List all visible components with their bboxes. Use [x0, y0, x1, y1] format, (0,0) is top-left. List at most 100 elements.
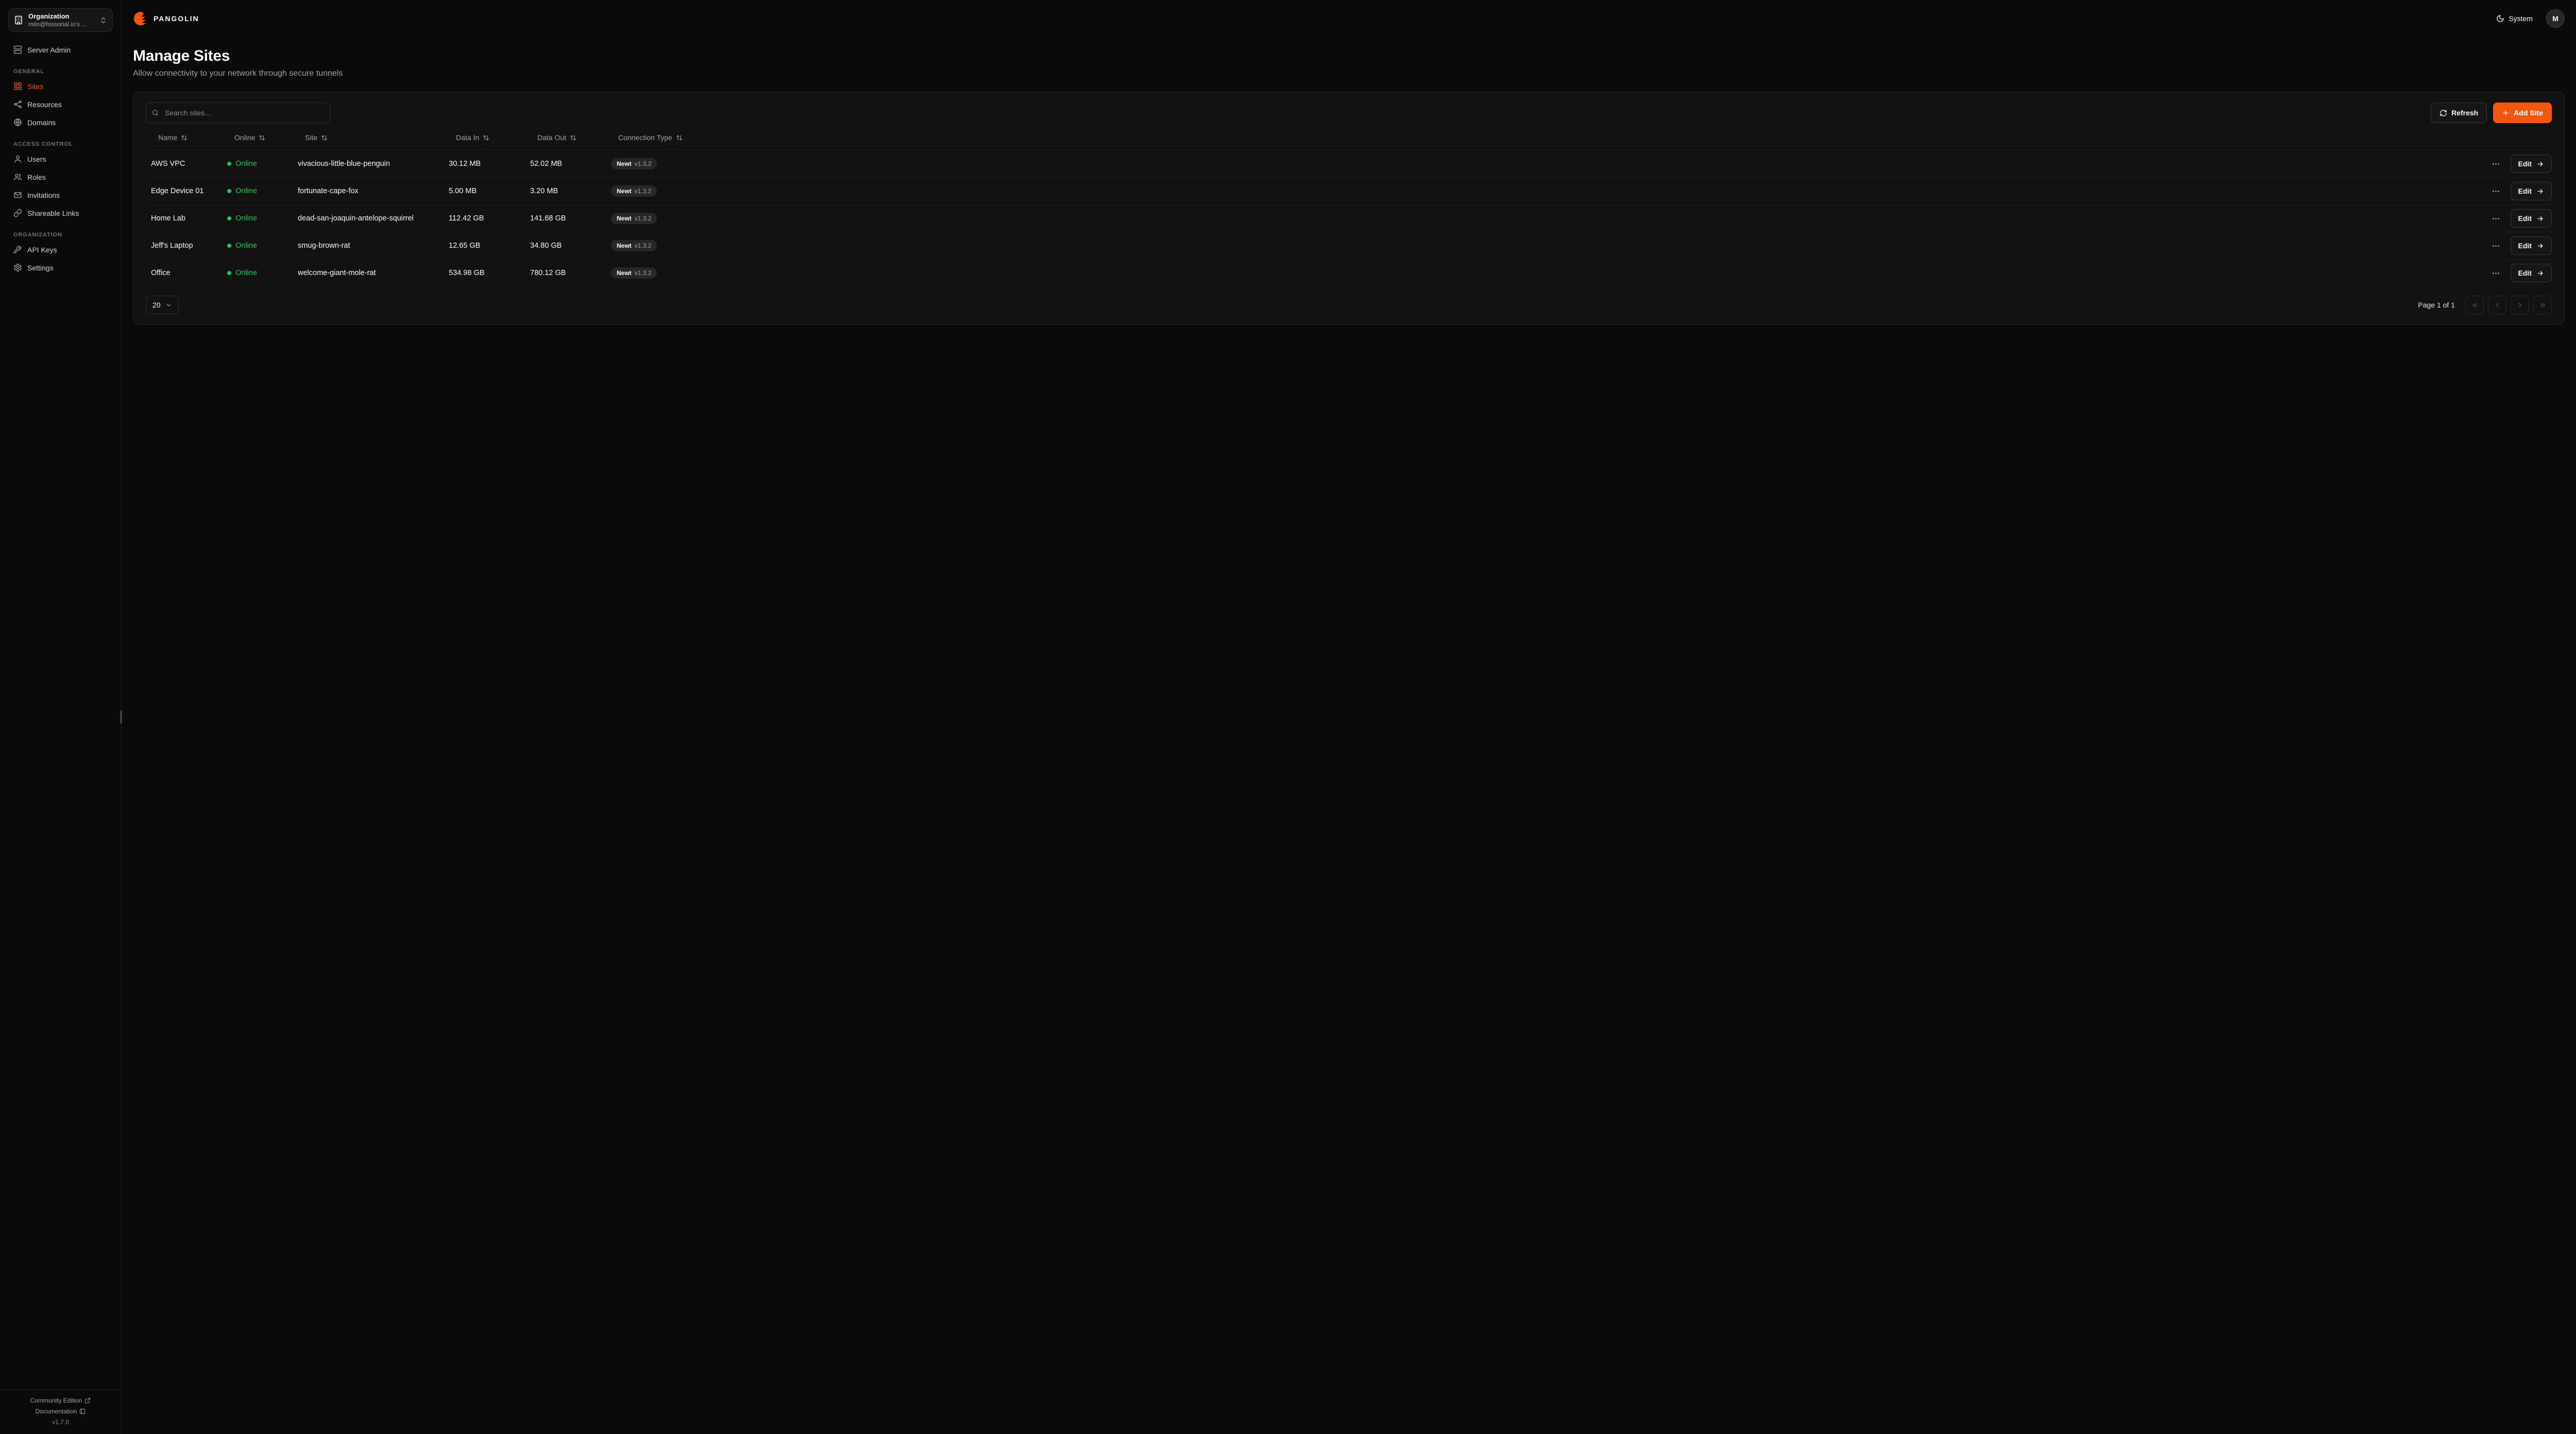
- data-out-cell: 780.12 GB: [530, 269, 566, 277]
- edit-button[interactable]: Edit: [2510, 209, 2552, 228]
- key-icon: [13, 245, 22, 254]
- row-menu-button[interactable]: [2489, 212, 2502, 225]
- search-input[interactable]: [146, 103, 330, 123]
- site-slug-cell: smug-brown-rat: [298, 242, 350, 250]
- connection-type-badge: Newt v1.3.2: [611, 213, 657, 224]
- sidebar-item-domains[interactable]: Domains: [8, 114, 113, 131]
- community-edition-link[interactable]: Community Edition: [5, 1397, 116, 1404]
- page-info: Page 1 of 1: [2418, 301, 2455, 309]
- connection-type-name: Newt: [617, 187, 632, 195]
- table-row: Jeff's Laptop Online smug-brown-rat 12.6…: [146, 232, 2552, 259]
- online-status-cell: Online: [222, 214, 293, 223]
- column-header-data-out[interactable]: Data Out: [525, 133, 606, 142]
- edit-button[interactable]: Edit: [2510, 264, 2552, 282]
- main-content: PANGOLIN System M Manage Sites Allow con…: [122, 0, 2576, 1434]
- edit-button[interactable]: Edit: [2510, 182, 2552, 200]
- sidebar-item-label: API Keys: [27, 245, 57, 254]
- row-menu-button[interactable]: [2489, 240, 2502, 252]
- edit-button[interactable]: Edit: [2510, 155, 2552, 173]
- add-site-label: Add Site: [2514, 109, 2543, 117]
- last-page-button[interactable]: [2533, 296, 2552, 314]
- site-name-cell: AWS VPC: [151, 160, 185, 168]
- sidebar-item-users[interactable]: Users: [8, 150, 113, 167]
- first-page-button[interactable]: [2465, 296, 2484, 314]
- edit-button[interactable]: Edit: [2510, 236, 2552, 255]
- sort-icon: [570, 134, 577, 141]
- online-status-cell: Online: [222, 269, 293, 277]
- table-row: Home Lab Online dead-san-joaquin-antelop…: [146, 204, 2552, 232]
- online-label: Online: [235, 214, 257, 223]
- connection-type-cell: Newt v1.3.2: [606, 213, 2469, 224]
- next-page-button[interactable]: [2511, 296, 2529, 314]
- site-name-cell: Office: [151, 269, 171, 277]
- sort-icon: [676, 134, 683, 141]
- org-selector[interactable]: Organization milo@fossorial.io's ...: [8, 8, 113, 32]
- previous-page-button[interactable]: [2488, 296, 2506, 314]
- data-out-cell: 3.20 MB: [530, 187, 558, 195]
- row-actions: Edit: [2469, 209, 2552, 228]
- connection-type-version: v1.3.2: [634, 187, 652, 195]
- sidebar-item-settings[interactable]: Settings: [8, 259, 113, 276]
- globe-icon: [13, 118, 22, 127]
- sidebar-item-roles[interactable]: Roles: [8, 168, 113, 185]
- sort-icon: [181, 134, 188, 141]
- theme-toggle-button[interactable]: System: [2493, 14, 2536, 23]
- sidebar: Organization milo@fossorial.io's ... Ser…: [0, 0, 122, 1434]
- gear-icon: [13, 263, 22, 272]
- data-in-cell: 112.42 GB: [449, 214, 484, 223]
- site-name-cell: Edge Device 01: [151, 187, 204, 195]
- link-icon: [13, 209, 22, 217]
- column-header-data-in[interactable]: Data In: [444, 133, 525, 142]
- chevron-down-icon: [165, 302, 172, 309]
- sidebar-item-label: Roles: [27, 173, 46, 181]
- sidebar-resize-handle[interactable]: [120, 710, 122, 724]
- sort-icon: [321, 134, 328, 141]
- add-site-button[interactable]: Add Site: [2493, 103, 2552, 123]
- org-title: Organization: [28, 12, 70, 20]
- sidebar-item-shareable-links[interactable]: Shareable Links: [8, 204, 113, 221]
- sidebar-item-sites[interactable]: Sites: [8, 78, 113, 95]
- sidebar-item-label: Domains: [27, 118, 56, 127]
- documentation-link[interactable]: Documentation: [5, 1408, 116, 1415]
- column-header-name[interactable]: Name: [146, 133, 222, 142]
- edit-label: Edit: [2518, 214, 2532, 223]
- sidebar-footer: Community Edition Documentation v1.7.0: [0, 1389, 121, 1434]
- column-header-site[interactable]: Site: [293, 133, 444, 142]
- plus-icon: [2502, 109, 2510, 117]
- sidebar-nav: Server Admin GENERAL Sites Resources Do: [0, 40, 121, 277]
- brand-name: PANGOLIN: [154, 14, 199, 23]
- row-menu-button[interactable]: [2489, 158, 2502, 170]
- sidebar-item-server-admin[interactable]: Server Admin: [8, 41, 113, 58]
- search-wrapper: [146, 103, 330, 123]
- sidebar-item-api-keys[interactable]: API Keys: [8, 241, 113, 258]
- edit-label: Edit: [2518, 187, 2532, 195]
- table-body: AWS VPC Online vivacious-little-blue-pen…: [146, 150, 2552, 286]
- arrow-right-icon: [2536, 187, 2544, 195]
- row-menu-button[interactable]: [2489, 267, 2502, 280]
- connection-type-name: Newt: [617, 269, 632, 277]
- column-header-connection-type[interactable]: Connection Type: [606, 133, 2469, 142]
- sidebar-item-invitations[interactable]: Invitations: [8, 186, 113, 203]
- connection-type-badge: Newt v1.3.2: [611, 240, 657, 251]
- page-title: Manage Sites: [133, 47, 230, 64]
- connection-type-cell: Newt v1.3.2: [606, 158, 2469, 169]
- chevrons-right-icon: [2539, 301, 2547, 309]
- avatar[interactable]: M: [2546, 9, 2565, 28]
- column-header-online[interactable]: Online: [222, 133, 293, 142]
- avatar-initial: M: [2552, 14, 2558, 23]
- online-label: Online: [235, 269, 257, 277]
- section-label-organization: ORGANIZATION: [13, 232, 62, 238]
- connection-type-version: v1.3.2: [634, 242, 652, 249]
- refresh-button[interactable]: Refresh: [2431, 103, 2487, 123]
- table-footer: 20 Page 1 of 1: [146, 296, 2552, 314]
- row-menu-button[interactable]: [2489, 185, 2502, 198]
- section-label-general: GENERAL: [13, 69, 44, 75]
- sidebar-item-resources[interactable]: Resources: [8, 96, 113, 113]
- section-label-access-control: ACCESS CONTROL: [13, 141, 73, 148]
- sort-icon: [483, 134, 489, 141]
- data-in-cell: 30.12 MB: [449, 160, 481, 168]
- data-out-cell: 52.02 MB: [530, 160, 563, 168]
- refresh-icon: [2439, 109, 2447, 117]
- page-size-select[interactable]: 20: [146, 296, 179, 314]
- online-dot: [227, 216, 231, 220]
